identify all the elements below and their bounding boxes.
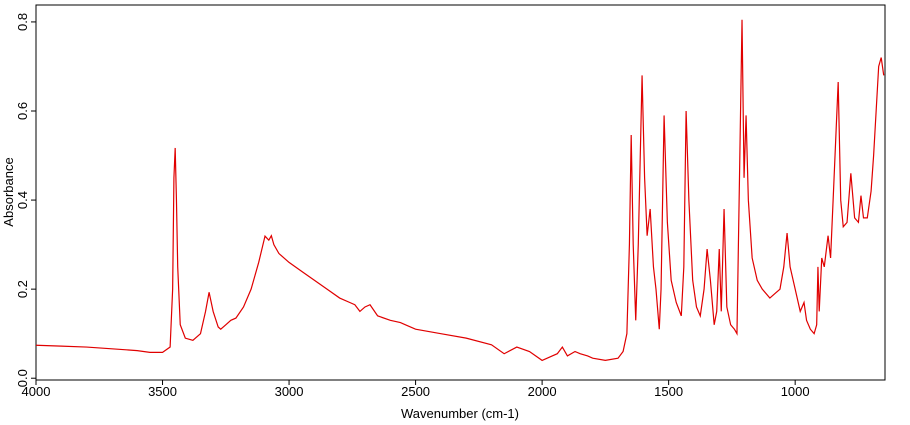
y-tick-label: 0.6 [15, 102, 30, 120]
x-tick-label: 3000 [275, 384, 304, 399]
x-tick-label: 1500 [654, 384, 683, 399]
y-tick-label: 0.0 [15, 369, 30, 387]
x-axis-label: Wavenumber (cm-1) [401, 406, 519, 421]
y-axis-label: Absorbance [1, 157, 16, 226]
y-tick-label: 0.4 [15, 191, 30, 209]
plot-frame [35, 4, 886, 381]
spectrum-line [35, 19, 885, 362]
y-tick-label: 0.2 [15, 280, 30, 298]
x-tick-label: 2000 [528, 384, 557, 399]
x-tick-label: 1000 [781, 384, 810, 399]
x-tick-label: 4000 [22, 384, 51, 399]
x-tick-label: 2500 [401, 384, 430, 399]
y-tick-label: 0.8 [15, 13, 30, 31]
x-tick-label: 3500 [148, 384, 177, 399]
